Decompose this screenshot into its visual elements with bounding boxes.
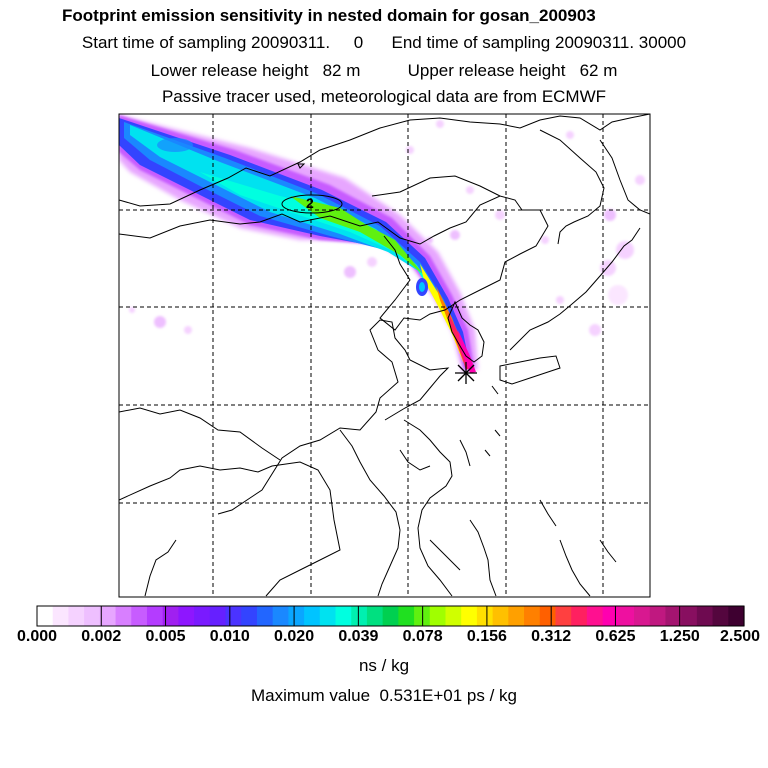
- colorbar-cell: [555, 606, 572, 626]
- colorbar-cell: [665, 606, 682, 626]
- colorbar-cell: [162, 606, 179, 626]
- release-height-line: Lower release height 82 m Upper release …: [150, 61, 618, 80]
- colorbar-cell: [99, 606, 117, 626]
- colorbar-tick-label: 1.250: [659, 628, 700, 645]
- colorbar-tick-label: 0.000: [16, 628, 58, 645]
- colorbar-tick-label: 0.002: [81, 628, 122, 645]
- plot-title: Footprint emission sensitivity in nested…: [62, 6, 596, 25]
- colorbar-cell: [618, 606, 635, 626]
- colorbar-cell: [146, 606, 164, 626]
- colorbar-cell: [68, 606, 85, 626]
- colorbar-cell: [539, 606, 557, 626]
- colorbar-cell: [351, 606, 368, 626]
- colorbar-tick-label: 0.156: [466, 628, 507, 645]
- tracer-info-line: Passive tracer used, meteorological data…: [161, 87, 607, 106]
- colorbar-cell: [288, 606, 305, 626]
- colorbar-tick-label: 0.625: [595, 628, 636, 645]
- colorbar-cell: [586, 606, 604, 626]
- contour-line: [281, 194, 343, 214]
- colorbar-cell: [366, 606, 384, 626]
- colorbar-cell: [194, 606, 211, 626]
- colorbar-cell: [37, 606, 54, 626]
- colorbar-cell: [696, 606, 714, 626]
- colorbar-cell: [84, 606, 101, 626]
- colorbar-cell: [241, 606, 258, 626]
- colorbar-tick-label: 0.020: [274, 628, 315, 645]
- colorbar-tick-marks: [36, 606, 745, 626]
- colorbar-cell: [131, 606, 148, 626]
- colorbar-cell: [445, 606, 462, 626]
- colorbar-cell: [272, 606, 289, 626]
- coastlines: [119, 114, 650, 597]
- colorbar-cell: [304, 606, 321, 626]
- colorbar-cell: [382, 606, 399, 626]
- colorbar-cell: [115, 606, 132, 626]
- colorbar-cell: [225, 606, 242, 626]
- colorbar-cell: [476, 606, 494, 626]
- colorbar-units: ns / kg: [358, 656, 410, 675]
- colorbar-cell: [209, 606, 227, 626]
- colorbar-cells: [37, 606, 745, 626]
- colorbar-cell: [681, 606, 698, 626]
- colorbar-cell: [728, 606, 745, 626]
- colorbar-cell: [256, 606, 274, 626]
- colorbar-tick-label: 0.312: [531, 628, 572, 645]
- colorbar-cell: [649, 606, 667, 626]
- colorbar-cell: [178, 606, 195, 626]
- colorbar-cell: [52, 606, 70, 626]
- colorbar-cell: [508, 606, 525, 626]
- map-frame: [118, 113, 651, 598]
- release-site-marker: [455, 362, 477, 384]
- colorbar-tick-label: 2.500: [719, 628, 761, 645]
- sampling-time-line: Start time of sampling 20090311. 0 End t…: [81, 33, 687, 52]
- colorbar-tick-label: 0.078: [402, 628, 443, 645]
- colorbar-cell: [634, 606, 651, 626]
- colorbar-cell: [602, 606, 619, 626]
- colorbar-cell: [492, 606, 509, 626]
- colorbar-cell: [398, 606, 415, 626]
- colorbar-tick-label: 0.005: [145, 628, 186, 645]
- maximum-value-label: Maximum value 0.531E+01 ps / kg: [251, 686, 517, 705]
- lat-lon-grid: [119, 114, 650, 597]
- colorbar-tick-label: 0.010: [209, 628, 250, 645]
- colorbar-cell: [319, 606, 337, 626]
- colorbar-cell: [712, 606, 729, 626]
- colorbar-cell: [461, 606, 478, 626]
- colorbar-cell: [429, 606, 447, 626]
- colorbar-cell: [335, 606, 352, 626]
- colorbar-tick-label: 0.039: [338, 628, 379, 645]
- colorbar-cell: [524, 606, 541, 626]
- colorbar-cell: [571, 606, 588, 626]
- contour-label: 2: [306, 195, 314, 211]
